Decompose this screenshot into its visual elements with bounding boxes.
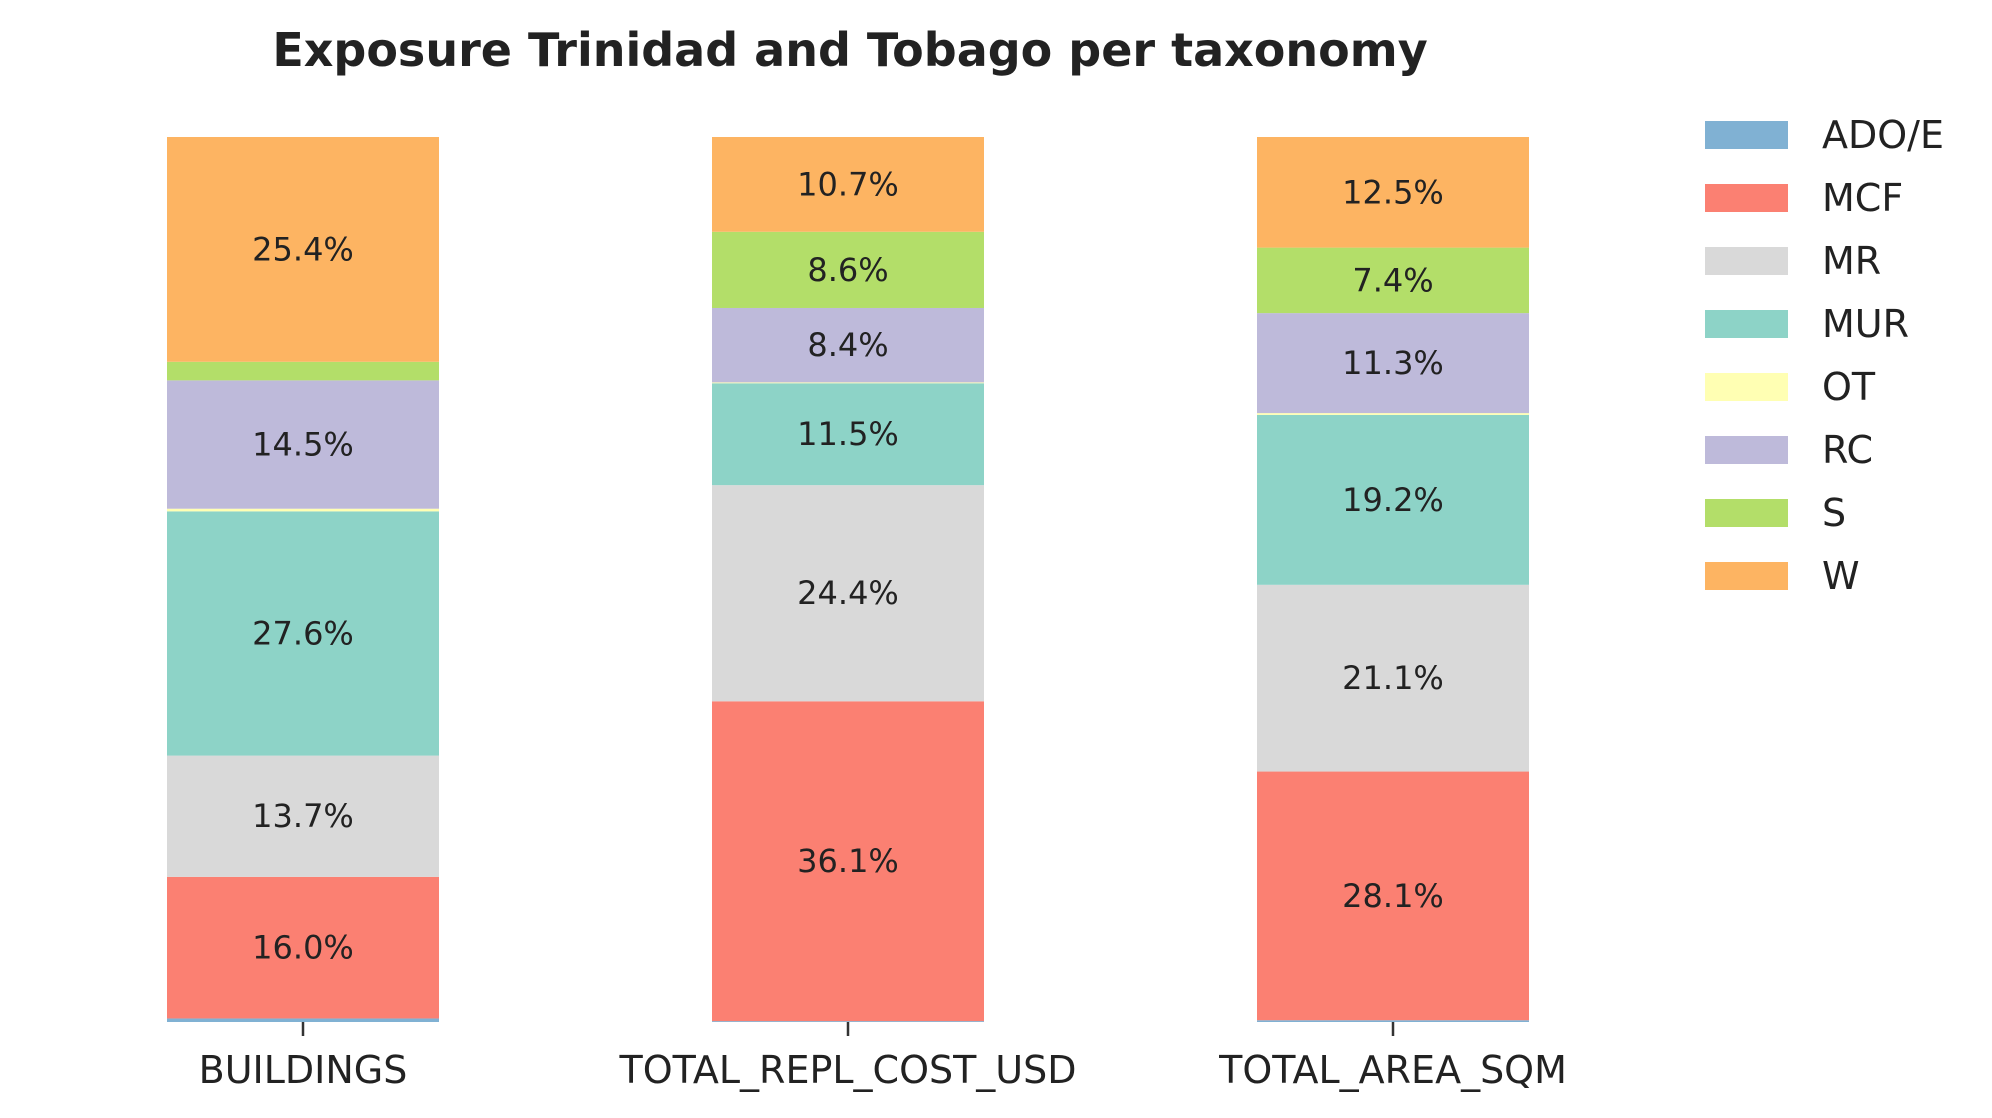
data-label: 24.4% <box>797 574 899 612</box>
data-label: 36.1% <box>797 842 899 880</box>
bar-segment-buildings-mur <box>167 511 439 756</box>
bar-segment-total-repl-cost-usd-mr <box>712 485 984 702</box>
bar-segment-total-repl-cost-usd-mur <box>712 383 984 486</box>
data-label: 27.6% <box>252 614 354 652</box>
bar-segment-total-repl-cost-usd-ot <box>712 382 984 384</box>
bar-segment-buildings-mr <box>167 755 439 877</box>
legend-label: RC <box>1822 428 1873 472</box>
x-axis: BUILDINGS TOTAL_REPL_COST_USD TOTAL_AREA_S… <box>199 1022 1567 1092</box>
bars-layer: 16.0% 13.7% 27.6% 14.5% 25.4% 36.1% 24.4% 11.5%… <box>167 137 1529 1022</box>
legend-swatch-mur <box>1705 310 1788 338</box>
bar-segment-buildings-ado-e <box>167 1018 439 1022</box>
data-label: 11.3% <box>1342 344 1444 382</box>
data-label: 16.0% <box>252 929 354 967</box>
bar-segment-total-repl-cost-usd-s <box>712 231 984 308</box>
legend-label: MR <box>1822 239 1881 283</box>
bar-segment-total-area-sqm-mur <box>1257 414 1529 585</box>
legend-swatch-s <box>1705 499 1788 527</box>
legend-label: S <box>1822 491 1846 535</box>
legend-swatch-ot <box>1705 373 1788 401</box>
bar-segment-total-area-sqm-w <box>1257 137 1529 248</box>
data-label: 13.7% <box>252 797 354 835</box>
bar-segment-total-repl-cost-usd-rc <box>712 307 984 383</box>
chart-title: Exposure Trinidad and Tobago per taxonom… <box>272 23 1427 77</box>
data-label: 19.2% <box>1342 481 1444 519</box>
data-label: 25.4% <box>252 230 354 268</box>
data-label: 14.5% <box>252 426 354 464</box>
bar-segment-buildings-mcf <box>167 876 439 1019</box>
legend: ADO/E MCF MR MUR OT RC SW <box>1705 113 1944 598</box>
legend-swatch-rc <box>1705 436 1788 464</box>
legend-swatch-mcf <box>1705 184 1788 212</box>
data-label: 8.4% <box>807 326 888 364</box>
bar-segment-buildings-s <box>167 361 439 381</box>
bar-segment-buildings-rc <box>167 380 439 509</box>
data-label: 21.1% <box>1342 659 1444 697</box>
bar-segment-buildings-ot <box>167 508 439 512</box>
x-tick-label: BUILDINGS <box>199 1048 408 1092</box>
legend-label: MUR <box>1822 302 1909 346</box>
x-tick-label: TOTAL_AREA_SQM <box>1218 1048 1567 1092</box>
data-label: 12.5% <box>1342 173 1444 211</box>
bar-segment-buildings-w <box>167 137 439 362</box>
x-tick-label: TOTAL_REPL_COST_USD <box>618 1048 1076 1092</box>
bar-segment-total-area-sqm-mr <box>1257 584 1529 772</box>
data-label: 11.5% <box>797 415 899 453</box>
bar-segment-total-repl-cost-usd-w <box>712 137 984 232</box>
bar-segment-total-area-sqm-ot <box>1257 413 1529 415</box>
bar-segment-total-repl-cost-usd-ado-e <box>712 1021 984 1022</box>
legend-label: ADO/E <box>1822 113 1944 157</box>
bar-segment-total-area-sqm-s <box>1257 247 1529 314</box>
legend-label: W <box>1822 554 1860 598</box>
legend-swatch-w <box>1705 562 1788 590</box>
data-label: 10.7% <box>797 165 899 203</box>
bar-segment-total-area-sqm-mcf <box>1257 771 1529 1021</box>
legend-swatch-mr <box>1705 247 1788 275</box>
data-label: 28.1% <box>1342 877 1444 915</box>
bar-segment-total-repl-cost-usd-mcf <box>712 701 984 1022</box>
data-label: 7.4% <box>1352 261 1433 299</box>
legend-label: MCF <box>1822 176 1903 220</box>
legend-swatch-ado-e <box>1705 121 1788 149</box>
legend-label: OT <box>1822 365 1876 409</box>
bar-segment-total-area-sqm-rc <box>1257 313 1529 414</box>
data-label: 8.6% <box>807 251 888 289</box>
bar-segment-total-area-sqm-ado-e <box>1257 1020 1529 1022</box>
